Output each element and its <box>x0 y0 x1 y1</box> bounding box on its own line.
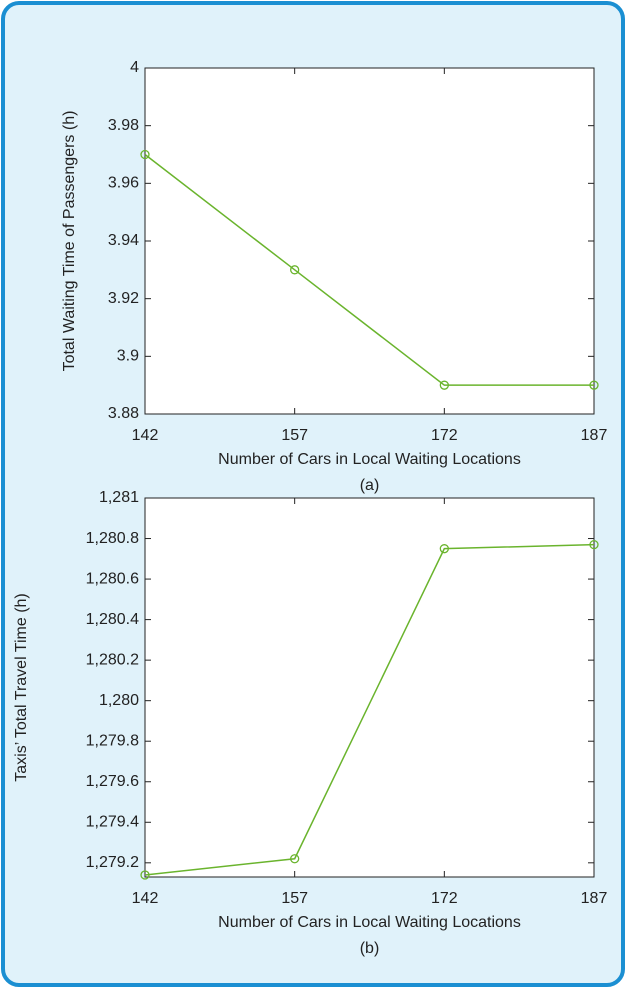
y-tick-label: 1,279.8 <box>86 732 139 749</box>
y-tick-label: 1,281 <box>99 489 139 506</box>
data-line <box>144 543 595 876</box>
y-tick-label: 3.96 <box>108 175 139 192</box>
y-tick-label: 1,279.2 <box>86 854 139 871</box>
y-tick-label: 3.94 <box>108 232 139 249</box>
x-axis-label: Number of Cars in Local Waiting Location… <box>218 451 521 468</box>
x-tick-label: 172 <box>431 427 458 444</box>
y-tick-label: 1,279.6 <box>86 773 139 790</box>
data-point <box>439 544 449 554</box>
y-tick-label: 3.98 <box>108 117 139 134</box>
y-tick-label: 1,280.6 <box>86 570 139 587</box>
y-tick-label: 3.9 <box>117 348 139 365</box>
data-point <box>439 380 449 390</box>
data-line <box>144 153 594 386</box>
x-tick-label: 157 <box>281 890 308 907</box>
x-tick-label: 187 <box>581 890 608 907</box>
y-axis-label: Total Waiting Time of Passengers (h) <box>61 111 78 372</box>
plot-area <box>144 67 595 415</box>
x-axis-label: Number of Cars in Local Waiting Location… <box>218 914 521 931</box>
x-tick-label: 142 <box>132 427 159 444</box>
plot-area <box>144 497 595 878</box>
caption: (a) <box>360 477 380 494</box>
y-tick-label: 3.88 <box>108 405 139 422</box>
data-point <box>140 870 150 880</box>
x-tick-label: 157 <box>281 427 308 444</box>
data-point <box>589 539 599 550</box>
y-tick-label: 1,280.4 <box>86 611 139 628</box>
x-tick-label: 187 <box>581 427 608 444</box>
data-point <box>140 149 150 160</box>
data-point <box>290 265 300 275</box>
y-tick-label: 1,280.2 <box>86 651 139 668</box>
x-tick-label: 142 <box>132 890 159 907</box>
data-point <box>589 380 599 390</box>
data-point <box>290 854 300 864</box>
y-axis-label: Taxis’ Total Travel Time (h) <box>13 593 30 782</box>
y-tick-label: 1,280.8 <box>86 530 139 547</box>
y-tick-label: 1,280 <box>99 692 139 709</box>
y-tick-label: 4 <box>130 59 139 76</box>
caption: (b) <box>360 940 380 957</box>
y-tick-label: 1,279.4 <box>86 813 139 830</box>
x-tick-label: 172 <box>431 890 458 907</box>
y-tick-label: 3.92 <box>108 290 139 307</box>
